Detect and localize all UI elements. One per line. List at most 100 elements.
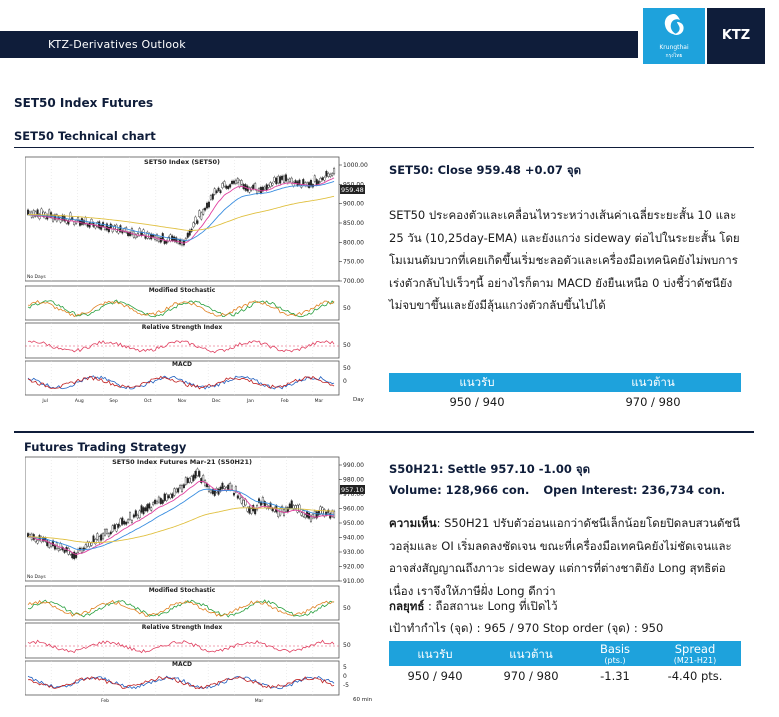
logo-subtext: กรุงไทย: [665, 53, 683, 59]
candle: [286, 179, 289, 184]
support-header: แนวรับ: [389, 641, 481, 666]
candle: [107, 533, 110, 537]
candle: [248, 187, 251, 193]
set50-commentary: SET50 ประคองตัวและเคลื่อนไหวระหว่างเส้นค…: [389, 208, 740, 312]
candle: [284, 174, 287, 182]
candle: [27, 209, 30, 215]
candle: [231, 180, 234, 184]
candle: [294, 505, 297, 509]
candle: [82, 547, 85, 551]
x-axis-unit: Day: [353, 397, 365, 403]
candle: [227, 484, 230, 490]
candle: [323, 176, 326, 181]
divider: [14, 147, 754, 148]
candle: [188, 478, 191, 483]
spread-value: -4.40 pts.: [667, 668, 723, 683]
technical-chart-title: SET50 Technical chart: [14, 129, 156, 143]
candle: [248, 506, 251, 514]
futures-strategy: กลยุทธ์ : ถือสถานะ Long ที่เปิดไว้: [389, 598, 558, 616]
set50-close: SET50: Close 959.48 +0.07 จุด: [389, 163, 582, 177]
candle: [211, 194, 214, 200]
candle: [209, 489, 212, 493]
candle: [238, 180, 241, 188]
x-axis-unit: 60 min: [353, 697, 373, 703]
candle: [232, 180, 235, 184]
spread-header: Spread (M21-H21): [649, 641, 741, 666]
candle: [283, 175, 286, 183]
candle: [229, 184, 232, 188]
x-axis-label: Nov: [178, 398, 187, 404]
candle: [184, 477, 187, 485]
candle: [102, 533, 105, 540]
candle: [53, 545, 56, 550]
candle: [236, 178, 239, 184]
x-axis-label: Dec: [212, 398, 221, 404]
candle: [179, 485, 182, 489]
candle: [127, 519, 130, 523]
candle: [175, 237, 178, 243]
moving-average-line: [27, 195, 335, 231]
candle: [196, 220, 199, 224]
futures-volume-oi: Volume: 128,966 con. Open Interest: 236,7…: [389, 483, 725, 497]
last-price-box: [340, 185, 365, 194]
candle: [36, 540, 39, 544]
candle: [246, 507, 249, 512]
candle: [123, 520, 126, 525]
candle: [132, 514, 135, 518]
candle: [73, 551, 76, 560]
candle: [136, 514, 139, 519]
candle: [57, 548, 60, 551]
candle: [55, 214, 58, 222]
candle: [96, 222, 99, 227]
candle: [190, 476, 193, 483]
candle: [67, 547, 70, 555]
candle: [207, 201, 210, 208]
price-tick-label: 990.00: [343, 462, 364, 469]
candle: [28, 534, 31, 537]
report-title: KTZ-Derivatives Outlook: [48, 38, 186, 51]
indicator-line: [27, 599, 335, 618]
open-interest: Open Interest: 236,734 con.: [543, 483, 726, 497]
set50-levels-table: แนวรับ แนวต้าน 950 / 940 970 / 980: [389, 373, 741, 411]
candle: [275, 177, 278, 185]
candle: [180, 485, 183, 492]
price-tick-label: 930.00: [343, 549, 364, 556]
candle: [198, 210, 201, 218]
candle: [100, 534, 103, 541]
candle: [59, 217, 62, 223]
candle: [267, 185, 270, 188]
resistance-header: แนวต้าน: [481, 641, 581, 666]
candle: [161, 500, 164, 504]
support-value: 950 / 940: [407, 668, 463, 683]
x-axis-label: Jan: [246, 398, 254, 404]
futures-settle: S50H21: Settle 957.10 -1.00 จุด: [389, 462, 591, 476]
candle: [155, 500, 158, 504]
candle: [271, 182, 274, 186]
candle: [105, 223, 108, 231]
candle: [146, 504, 149, 512]
candle: [331, 173, 334, 176]
candle: [63, 549, 66, 553]
candle: [175, 488, 178, 493]
moving-average-line: [27, 480, 335, 556]
candle: [256, 505, 259, 511]
candle: [171, 493, 174, 498]
candle: [130, 228, 133, 236]
candle: [323, 509, 326, 517]
rsi-title: Relative Strength Index: [142, 624, 223, 631]
indicator-line: [27, 639, 335, 654]
candle: [204, 207, 207, 211]
candle: [125, 227, 128, 233]
chart-corner-label: No Days: [27, 574, 46, 580]
candle: [234, 486, 237, 493]
candle: [194, 216, 197, 224]
candle: [80, 548, 83, 553]
candle: [59, 543, 62, 550]
price-tick-label: 900.00: [343, 201, 364, 208]
candle: [277, 510, 280, 518]
candle: [327, 173, 330, 177]
basis-header: Basis (pts.): [581, 641, 649, 666]
candle: [200, 478, 203, 483]
price-tick-label: 960.00: [343, 506, 364, 513]
candle: [290, 177, 293, 184]
